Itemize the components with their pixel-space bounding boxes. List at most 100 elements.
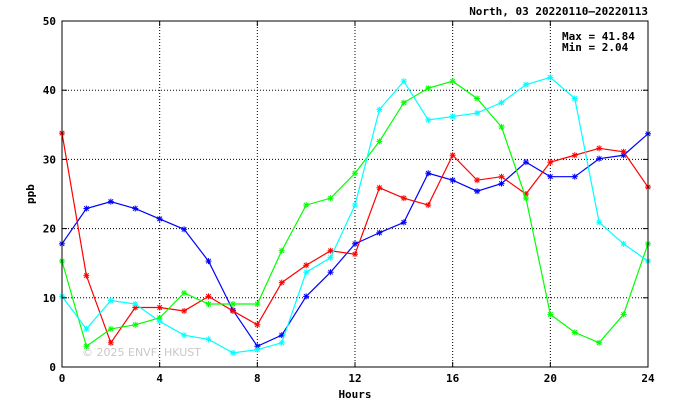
- x-axis-title: Hours: [338, 388, 371, 401]
- series-2-point: [596, 145, 603, 152]
- series-4-point: [205, 336, 212, 343]
- series-3-point: [620, 311, 627, 318]
- series-4-point: [596, 219, 603, 226]
- y-tick-label: 10: [43, 292, 56, 305]
- series-4-point: [83, 325, 90, 332]
- x-tick-label: 4: [156, 372, 163, 385]
- x-tick-label: 16: [446, 372, 460, 385]
- series-2-point: [376, 184, 383, 191]
- series-4-point: [522, 81, 529, 88]
- series-2-point: [449, 152, 456, 159]
- series-2-point: [425, 202, 432, 209]
- y-axis-title: ppb: [24, 184, 37, 204]
- series-4-point: [571, 95, 578, 102]
- series-1-point: [303, 293, 310, 300]
- series-4-point: [620, 240, 627, 247]
- series-2-point: [620, 148, 627, 155]
- max-value-label: Max = 41.84: [562, 30, 635, 43]
- series-2-point: [278, 279, 285, 286]
- ticks: 0 4 8 12 16 20 24 0 10 20 30 40 50: [43, 15, 655, 385]
- y-tick-label: 50: [43, 15, 56, 28]
- y-tick-label: 20: [43, 223, 56, 236]
- series-2-point: [205, 293, 212, 300]
- series-1-point: [156, 215, 163, 222]
- series-4-point: [498, 99, 505, 106]
- x-tick-label: 0: [59, 372, 66, 385]
- series-3-point: [522, 195, 529, 202]
- series-1-point: [547, 173, 554, 180]
- series-3-point: [498, 123, 505, 130]
- series-2-point: [254, 321, 261, 328]
- series-1-point: [327, 269, 334, 276]
- series-3-point: [181, 289, 188, 296]
- series-4-point: [449, 113, 456, 120]
- y-tick-label: 40: [43, 84, 56, 97]
- x-tick-label: 8: [254, 372, 261, 385]
- series-1-point: [83, 205, 90, 212]
- series-3-point: [205, 301, 212, 308]
- series-2-point: [229, 307, 236, 314]
- series-3-point: [83, 343, 90, 350]
- plot-area: [59, 74, 651, 356]
- series-1-point: [132, 205, 139, 212]
- x-tick-label: 12: [348, 372, 361, 385]
- series-1-point: [400, 219, 407, 226]
- series-4-point: [352, 202, 358, 209]
- series-4-point: [327, 254, 334, 261]
- series-2-point: [181, 307, 188, 314]
- series-3-point: [400, 99, 407, 106]
- series-2-point: [474, 177, 481, 184]
- series-2-point: [400, 195, 407, 202]
- x-tick-label: 24: [641, 372, 655, 385]
- series-4-point: [181, 332, 188, 339]
- series-2-point: [498, 173, 505, 180]
- watermark: © 2025 ENVF, HKUST: [82, 346, 201, 359]
- series-4-point: [474, 110, 481, 117]
- series-2-point: [547, 159, 554, 166]
- series-2-point: [303, 262, 310, 269]
- series-3-point: [352, 170, 358, 177]
- series-1-point: [498, 180, 505, 187]
- series-3-point: [449, 78, 456, 85]
- series-2-point: [107, 339, 114, 346]
- min-value-label: Min = 2.04: [562, 41, 629, 54]
- series-4-point: [425, 116, 432, 123]
- series-3-point: [571, 329, 578, 336]
- series-1-point: [425, 170, 432, 177]
- y-tick-label: 0: [49, 361, 56, 374]
- series-4-point: [132, 301, 139, 308]
- series-2-point: [83, 272, 90, 279]
- series-3-point: [474, 95, 481, 102]
- series-1-point: [205, 258, 212, 265]
- series-4-point: [254, 346, 261, 353]
- series-2-point: [352, 251, 358, 258]
- series-4-point: [278, 339, 285, 346]
- series-4-point: [156, 318, 163, 325]
- series-1-point: [474, 188, 481, 195]
- series-4-point: [400, 78, 407, 85]
- series-1-point: [376, 229, 383, 236]
- series-2-point: [156, 304, 163, 311]
- series-1-point: [571, 173, 578, 180]
- series-4-point: [107, 297, 114, 304]
- chart-title: North, 03 20220110–20220113: [469, 5, 648, 18]
- series-3-point: [376, 138, 383, 145]
- series-4-point: [376, 106, 383, 113]
- series-3-point: [327, 195, 334, 202]
- series-1-point: [522, 159, 529, 166]
- series-3-point: [229, 301, 236, 308]
- series-1-point: [449, 177, 456, 184]
- series-2-point: [327, 247, 334, 254]
- series-3-point: [547, 311, 554, 318]
- series-1-point: [181, 226, 188, 233]
- series-1-point: [596, 155, 603, 162]
- series-4-point: [303, 269, 310, 276]
- series-1-point: [352, 240, 358, 247]
- series-1-point: [107, 198, 114, 205]
- series-3-point: [303, 202, 310, 209]
- series-2-point: [571, 152, 578, 159]
- series-4-point: [547, 74, 554, 81]
- series-3-point: [425, 85, 432, 92]
- series-3-point: [107, 325, 114, 332]
